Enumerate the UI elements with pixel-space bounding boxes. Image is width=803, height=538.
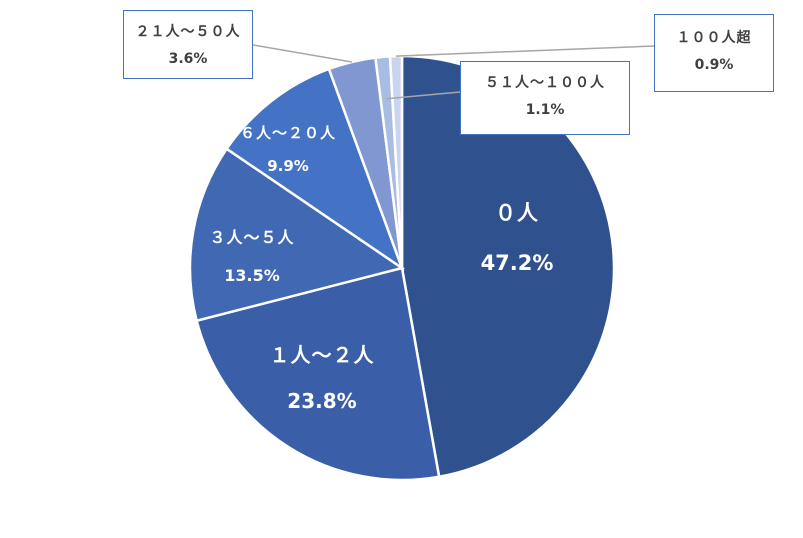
slice-label-2: ３人～５人 — [209, 228, 294, 247]
slice-label-0: ０人 — [495, 201, 539, 225]
leader-line-4 — [252, 44, 352, 63]
pie-slices — [188, 54, 616, 482]
leader-line-6 — [395, 45, 655, 57]
slice-label-21-50: ２１人～５０人 — [135, 24, 241, 40]
slice-value-2: 13.5% — [224, 266, 280, 285]
pie-slice-1 — [195, 266, 441, 482]
pie-slice-3 — [224, 67, 405, 272]
slice-value-0: 47.2% — [481, 251, 554, 275]
slice-value-over-100: 0.9% — [694, 57, 734, 73]
slice-label-3: ６人～２０人 — [240, 124, 336, 142]
slice-value-51-100: 1.1% — [525, 102, 565, 118]
leader-lines — [252, 44, 655, 100]
pie-slice-2 — [188, 147, 405, 323]
slice-value-3: 9.9% — [267, 157, 309, 175]
callout-51-100: ５１人～１００人 1.1% — [460, 61, 630, 135]
slice-label-51-100: ５１人～１００人 — [485, 75, 605, 91]
slice-label-over-100: １００人超 — [676, 30, 752, 46]
slice-value-21-50: 3.6% — [168, 51, 208, 67]
callout-over-100: １００人超 0.9% — [654, 14, 774, 92]
leader-line-5 — [386, 91, 461, 100]
callout-21-50: ２１人～５０人 3.6% — [123, 10, 253, 79]
slice-value-1: 23.8% — [287, 389, 356, 413]
slice-labels: ０人 47.2% １人～２人 23.8% ３人～５人 13.5% ６人～２０人 9.9% — [209, 124, 553, 413]
slice-label-1: １人～２人 — [270, 343, 375, 367]
